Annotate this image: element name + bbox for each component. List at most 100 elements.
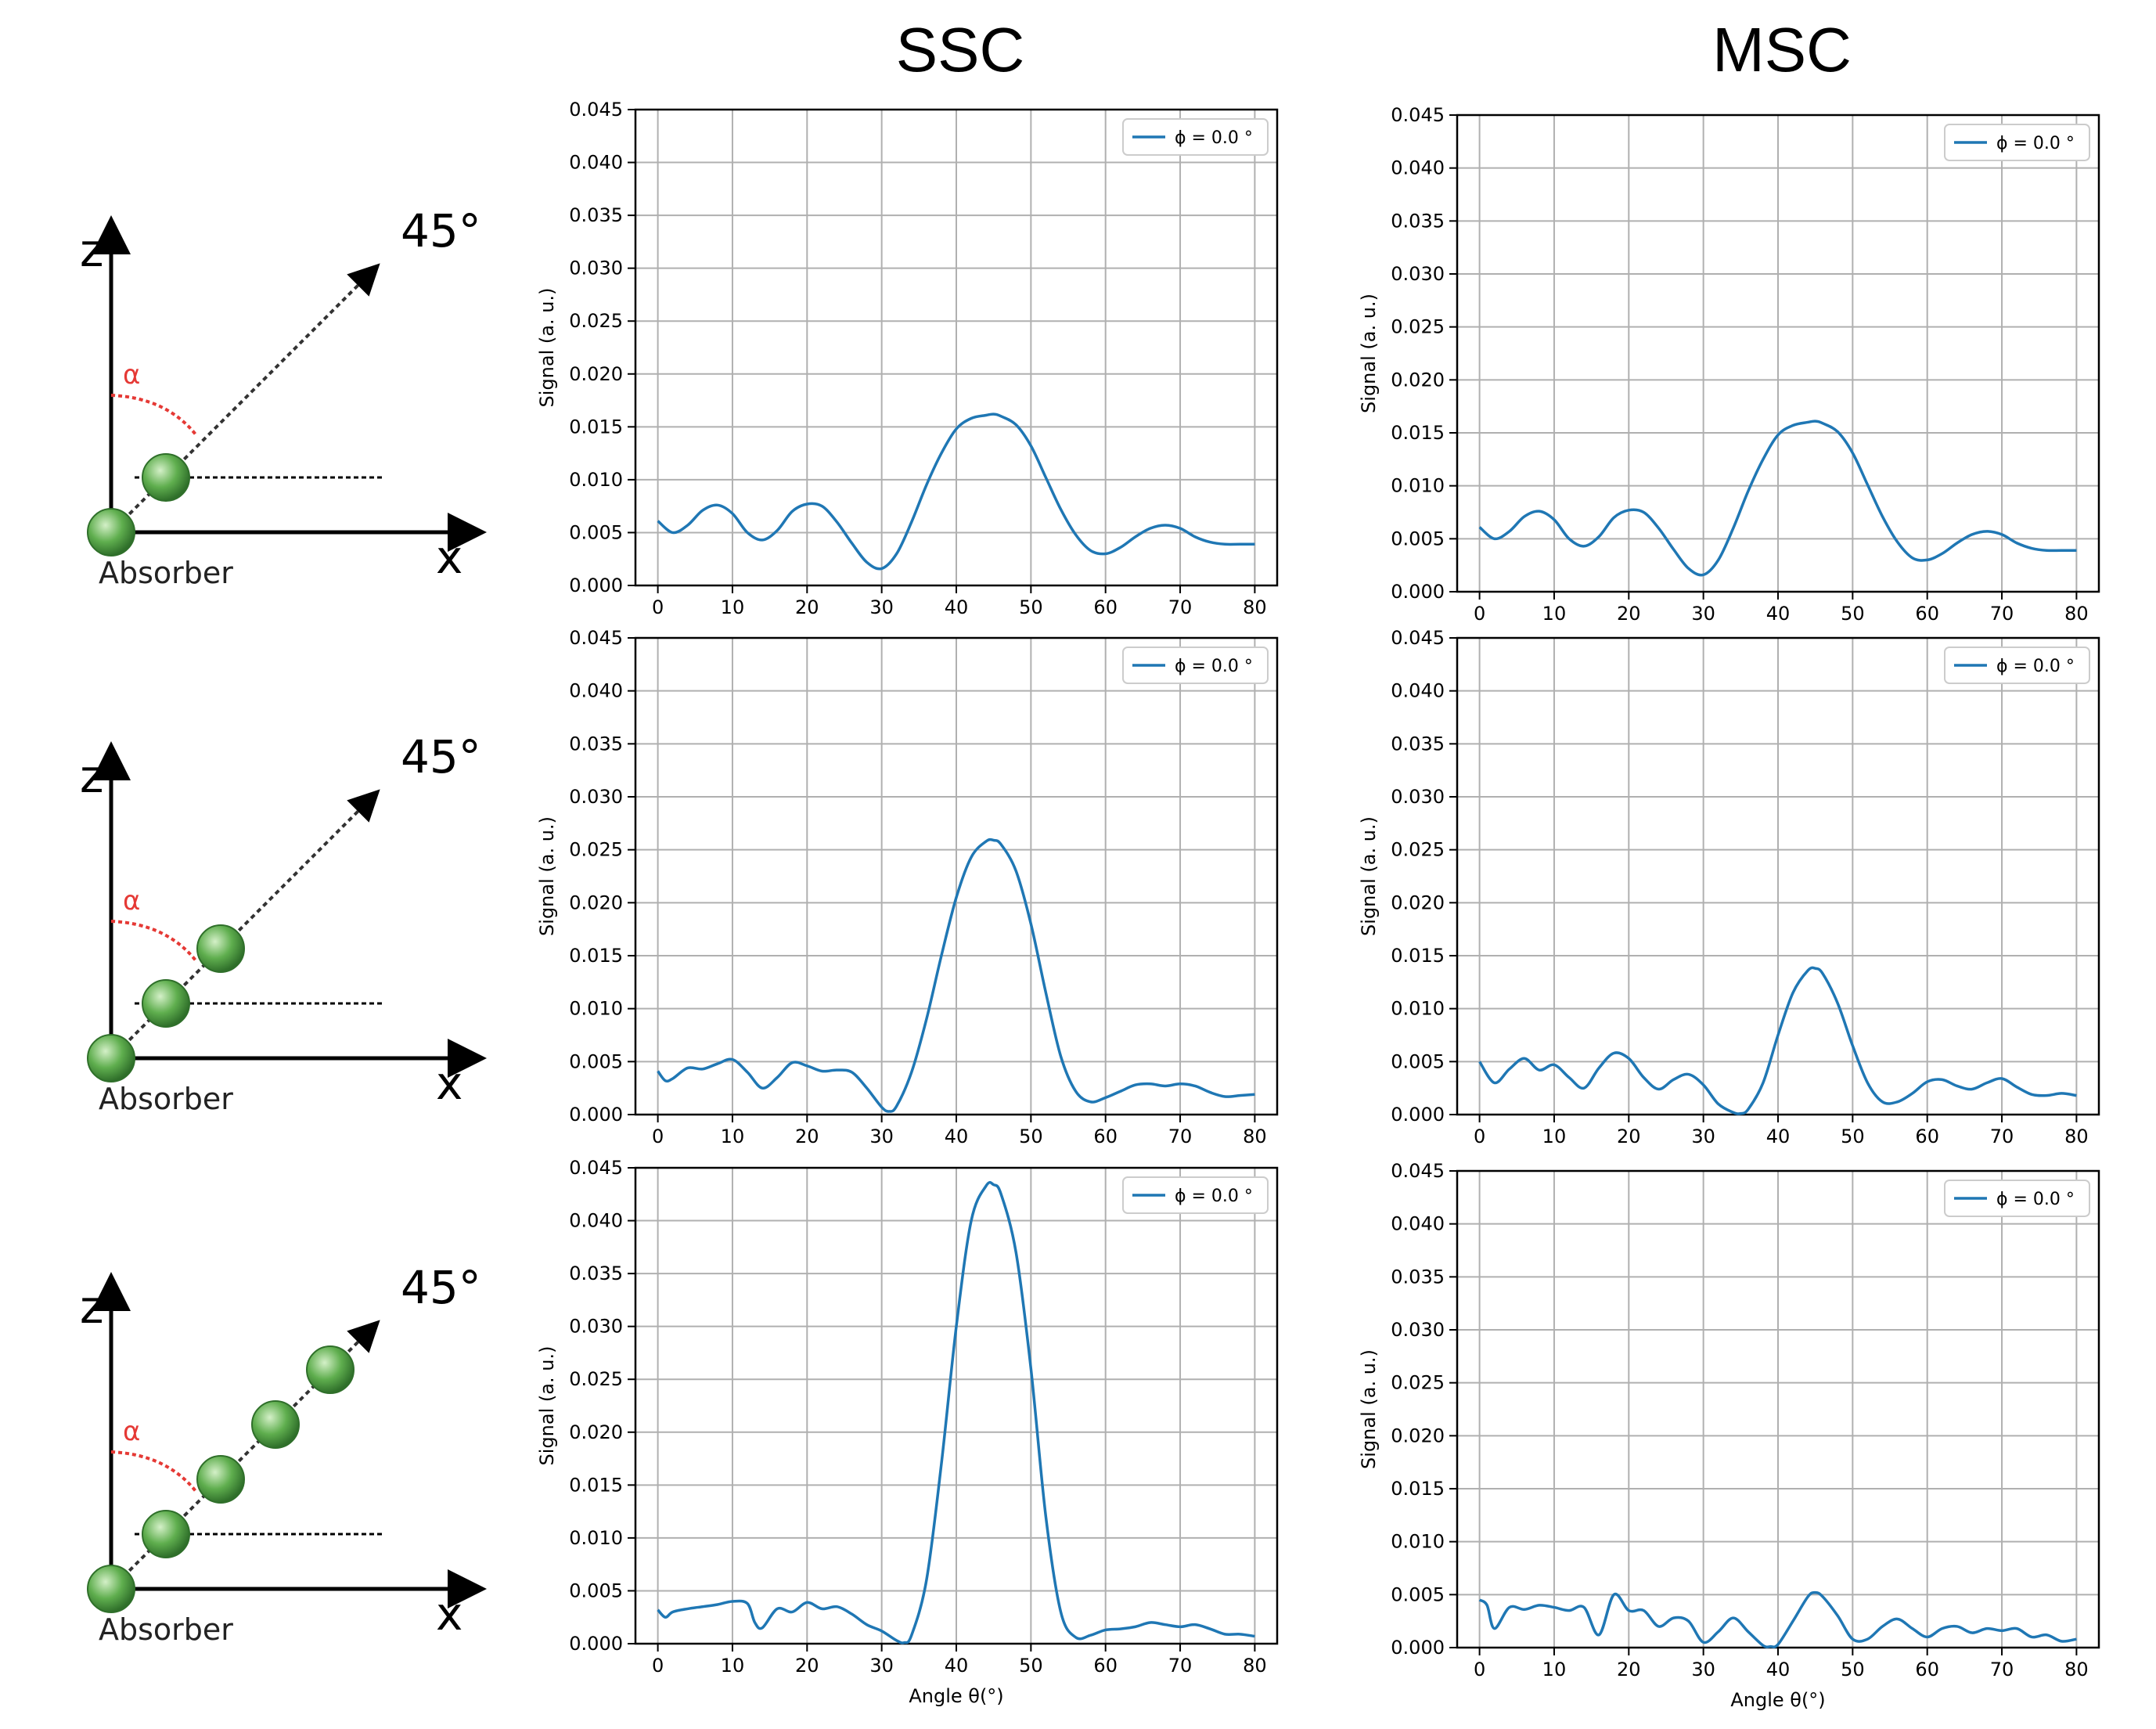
y-tick-label: 0.045: [569, 627, 623, 649]
x-tick-label: 60: [1915, 1126, 1939, 1147]
y-tick-label: 0.025: [1391, 1372, 1445, 1394]
series-line: [1478, 1590, 2077, 1648]
y-tick-label: 0.045: [569, 1157, 623, 1179]
alpha-arc: [110, 394, 197, 436]
y-tick-label: 0.010: [569, 1527, 623, 1549]
x-axis-label: Angle θ(°): [909, 1685, 1003, 1707]
y-axis-label: Signal (a. u.): [536, 1346, 558, 1466]
plot-frame: [634, 108, 1279, 587]
x-tick-label: 30: [869, 1126, 894, 1147]
z-axis-label: z: [80, 750, 103, 803]
scatterer-atom: [251, 1400, 300, 1449]
y-axis-label: Signal (a. u.): [1358, 1349, 1380, 1469]
x-tick-label: 40: [1766, 603, 1791, 625]
x-tick-label: 20: [795, 1126, 819, 1147]
y-tick-label: 0.020: [1391, 1425, 1445, 1446]
x-tick-label: 40: [1766, 1126, 1791, 1147]
x-tick-label: 70: [1168, 1126, 1193, 1147]
plot-frame: [1456, 113, 2100, 593]
y-tick-label: 0.025: [1391, 839, 1445, 861]
y-tick-label: 0.040: [569, 152, 623, 174]
x-tick-label: 40: [945, 1126, 969, 1147]
x-tick-label: 50: [1841, 603, 1865, 625]
alpha-label: α: [123, 359, 140, 391]
chart-ssc-row-1: 0 10 20 30 40 50 60 70 80 0.000 0.005 0.010 0.015 0.0…: [536, 99, 1279, 618]
scatterer-atom: [306, 1345, 355, 1394]
y-axis-label: Signal (a. u.): [536, 816, 558, 936]
y-tick-label: 0.015: [569, 416, 623, 438]
y-tick-label: 0.005: [1391, 528, 1445, 549]
scatterer-atom: [196, 1455, 245, 1504]
angle-label: 45°: [401, 204, 481, 258]
y-tick-label: 0.035: [1391, 733, 1445, 755]
y-tick-label: 0.040: [1391, 680, 1445, 702]
x-tick-label: 30: [1691, 603, 1715, 625]
x-tick-label: 80: [2064, 1126, 2089, 1147]
y-tick-label: 0.020: [569, 1421, 623, 1443]
y-tick-label: 0.035: [1391, 1266, 1445, 1288]
absorber-label: Absorber: [99, 1082, 233, 1116]
y-tick-label: 0.005: [1391, 1050, 1445, 1072]
plot-frame: [1456, 636, 2100, 1116]
x-tick-label: 40: [1766, 1659, 1791, 1680]
y-tick-label: 0.030: [1391, 1319, 1445, 1341]
angle-label: 45°: [401, 1261, 481, 1314]
y-tick-label: 0.010: [1391, 1531, 1445, 1553]
y-tick-label: 0.025: [569, 1368, 623, 1390]
y-tick-label: 0.010: [569, 469, 623, 491]
y-tick-label: 0.010: [1391, 475, 1445, 497]
y-tick-label: 0.035: [1391, 210, 1445, 232]
x-tick-label: 20: [1617, 603, 1641, 625]
x-tick-label: 30: [869, 596, 894, 618]
x-axis-label: x: [436, 531, 463, 584]
x-tick-label: 80: [2064, 603, 2089, 625]
y-tick-label: 0.030: [1391, 786, 1445, 808]
y-tick-label: 0.040: [569, 680, 623, 702]
x-tick-label: 80: [2064, 1659, 2089, 1680]
legend-label: ϕ = 0.0 °: [1996, 657, 2075, 676]
x-tick-label: 50: [1019, 596, 1043, 618]
x-tick-label: 70: [1990, 1126, 2014, 1147]
y-tick-label: 0.020: [1391, 369, 1445, 391]
legend-box: [1944, 647, 2090, 684]
x-tick-label: 20: [795, 596, 819, 618]
series-line: [1478, 966, 2077, 1115]
x-tick-label: 60: [1093, 1655, 1118, 1677]
y-tick-label: 0.000: [569, 1633, 623, 1655]
y-tick-label: 0.030: [1391, 263, 1445, 285]
y-tick-label: 0.025: [1391, 316, 1445, 338]
legend: ϕ = 0.0 °: [1122, 1176, 1269, 1214]
x-axis-label: x: [436, 1057, 463, 1110]
x-tick-label: 0: [1474, 1126, 1485, 1147]
y-tick-label: 0.025: [569, 310, 623, 332]
y-tick-label: 0.030: [569, 786, 623, 808]
x-tick-label: 40: [945, 1655, 969, 1677]
x-tick-label: 70: [1168, 596, 1193, 618]
absorber-label: Absorber: [99, 556, 233, 590]
y-tick-label: 0.000: [1391, 581, 1445, 603]
alpha-label: α: [123, 885, 140, 917]
legend-box: [1944, 124, 2090, 161]
x-tick-label: 40: [945, 596, 969, 618]
y-tick-label: 0.000: [1391, 1104, 1445, 1126]
x-tick-label: 70: [1990, 1659, 2014, 1680]
chart-msc-row-2: 0 10 20 30 40 50 60 70 80 0.000 0.005 0.010 0.015 0.0…: [1358, 627, 2100, 1147]
y-tick-label: 0.025: [569, 839, 623, 861]
alpha-label: α: [123, 1416, 140, 1447]
legend-label: ϕ = 0.0 °: [1175, 1187, 1253, 1206]
y-tick-label: 0.030: [569, 1316, 623, 1338]
y-tick-label: 0.040: [1391, 157, 1445, 179]
y-tick-label: 0.020: [569, 363, 623, 385]
y-tick-label: 0.015: [1391, 1478, 1445, 1500]
x-tick-label: 10: [721, 1126, 745, 1147]
x-tick-label: 60: [1093, 1126, 1118, 1147]
x-tick-label: 0: [1474, 1659, 1485, 1680]
y-tick-label: 0.000: [569, 1104, 623, 1126]
chart-ssc-row-2: 0 10 20 30 40 50 60 70 80 0.000 0.005 0.010 0.015 0.0…: [536, 627, 1279, 1147]
absorber-label: Absorber: [99, 1612, 233, 1647]
y-tick-label: 0.005: [569, 1580, 623, 1601]
x-tick-label: 10: [1542, 603, 1567, 625]
column-title-ssc: SSC: [895, 15, 1025, 85]
y-tick-label: 0.030: [569, 258, 623, 279]
